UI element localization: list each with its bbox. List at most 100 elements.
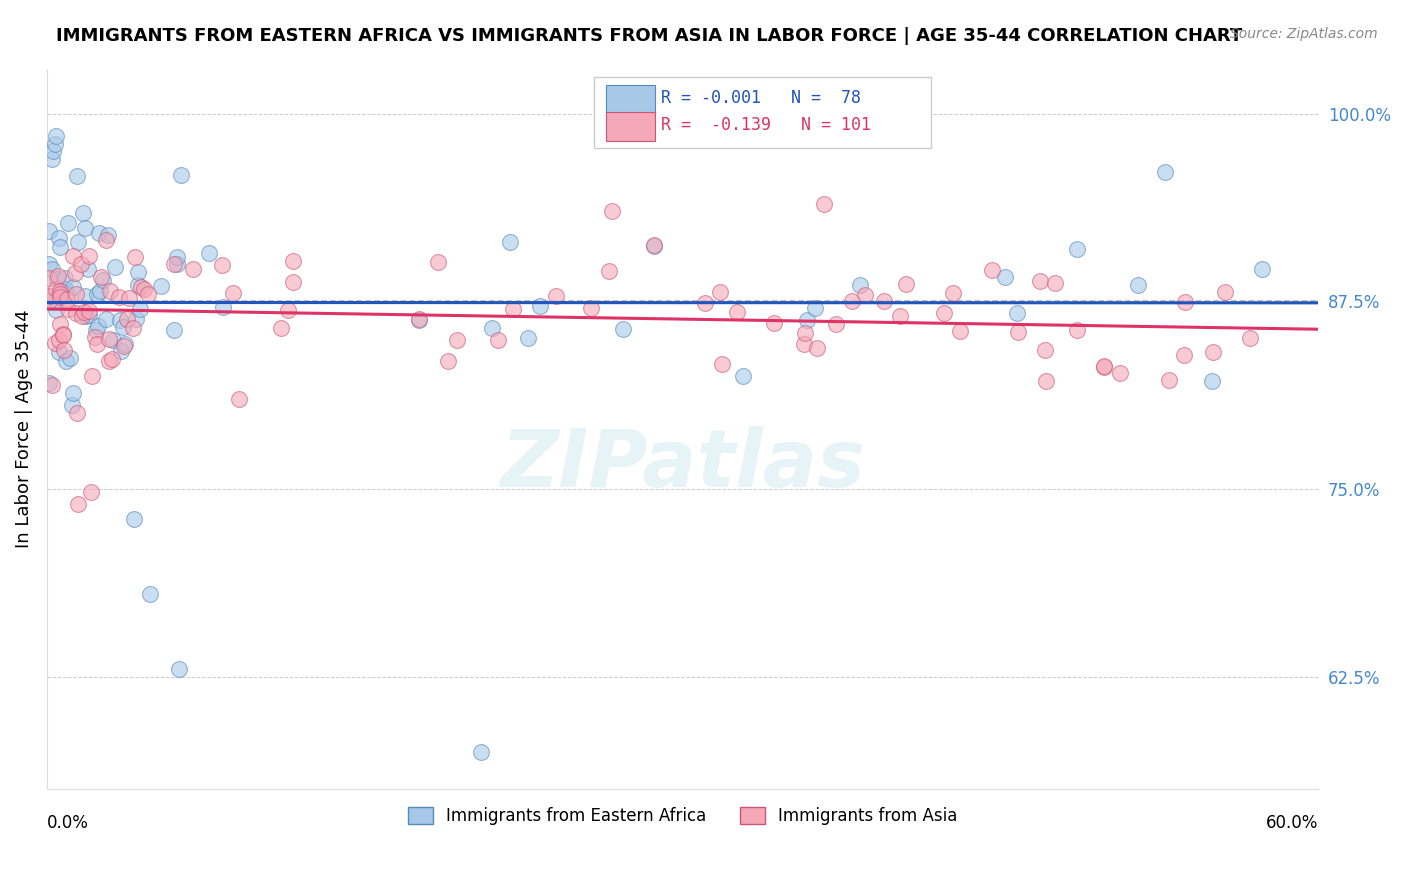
Text: 60.0%: 60.0%	[1265, 814, 1319, 832]
Point	[612, 322, 634, 336]
Point	[80, 485, 103, 500]
Point	[91, 273, 114, 287]
Point	[849, 277, 872, 292]
Point	[84, 323, 107, 337]
Point	[48, 231, 70, 245]
Point	[889, 309, 911, 323]
Point	[98, 332, 121, 346]
Point	[127, 277, 149, 292]
Point	[793, 337, 815, 351]
Point	[517, 331, 540, 345]
Point	[198, 246, 221, 260]
Point	[806, 341, 828, 355]
Point	[270, 321, 292, 335]
Point	[107, 290, 129, 304]
Point	[129, 301, 152, 316]
Point	[90, 270, 112, 285]
Point	[44, 136, 66, 151]
Point	[1239, 331, 1261, 345]
Point	[66, 497, 89, 511]
Point	[222, 286, 245, 301]
Point	[932, 306, 955, 320]
Point	[55, 271, 77, 285]
Point	[65, 306, 87, 320]
Point	[127, 264, 149, 278]
Point	[942, 285, 965, 300]
Point	[48, 333, 70, 347]
Point	[108, 312, 131, 326]
Point	[56, 216, 79, 230]
Point	[763, 316, 786, 330]
Point	[163, 257, 186, 271]
Point	[793, 326, 815, 340]
Point	[56, 293, 79, 307]
Point	[1005, 306, 1028, 320]
Point	[38, 224, 60, 238]
Point	[38, 288, 60, 302]
Point	[804, 301, 827, 315]
Point	[1007, 325, 1029, 339]
Point	[45, 303, 67, 318]
Point	[45, 129, 67, 144]
Point	[166, 257, 188, 271]
Point	[42, 144, 65, 158]
Point	[163, 323, 186, 337]
Point	[427, 255, 450, 269]
Point	[853, 288, 876, 302]
Point	[117, 312, 139, 326]
Point	[446, 333, 468, 347]
Point	[103, 333, 125, 347]
Point	[38, 271, 60, 285]
Point	[166, 250, 188, 264]
Point	[98, 354, 121, 368]
Point	[129, 280, 152, 294]
Point	[73, 289, 96, 303]
Point	[1128, 277, 1150, 292]
Point	[60, 398, 83, 412]
Point	[49, 240, 72, 254]
Point	[1066, 323, 1088, 337]
Point	[502, 301, 524, 316]
Point	[1215, 285, 1237, 300]
Point	[408, 313, 430, 327]
Point	[62, 280, 84, 294]
Point	[980, 263, 1002, 277]
Point	[581, 301, 603, 316]
Point	[1174, 294, 1197, 309]
Point	[94, 233, 117, 247]
Point	[82, 369, 104, 384]
Point	[56, 287, 79, 301]
Point	[544, 288, 567, 302]
Point	[66, 235, 89, 250]
Point	[72, 206, 94, 220]
Point	[49, 317, 72, 331]
Point	[499, 235, 522, 249]
Point	[709, 285, 731, 299]
Point	[598, 263, 620, 277]
Point	[841, 294, 863, 309]
Point	[86, 287, 108, 301]
Point	[59, 351, 82, 365]
Point	[1028, 274, 1050, 288]
Point	[45, 282, 67, 296]
Point	[41, 261, 63, 276]
Point	[75, 309, 97, 323]
Point	[97, 228, 120, 243]
Point	[86, 337, 108, 351]
Point	[114, 336, 136, 351]
Point	[124, 312, 146, 326]
Point	[437, 354, 460, 368]
Point	[138, 287, 160, 301]
Legend: Immigrants from Eastern Africa, Immigrants from Asia: Immigrants from Eastern Africa, Immigran…	[401, 800, 965, 831]
Point	[38, 257, 60, 271]
Point	[643, 239, 665, 253]
Point	[48, 269, 70, 284]
Point	[66, 169, 89, 183]
Point	[132, 282, 155, 296]
Point	[1157, 373, 1180, 387]
Point	[110, 343, 132, 358]
Point	[181, 262, 204, 277]
Point	[112, 339, 135, 353]
Point	[486, 333, 509, 347]
Point	[711, 357, 734, 371]
